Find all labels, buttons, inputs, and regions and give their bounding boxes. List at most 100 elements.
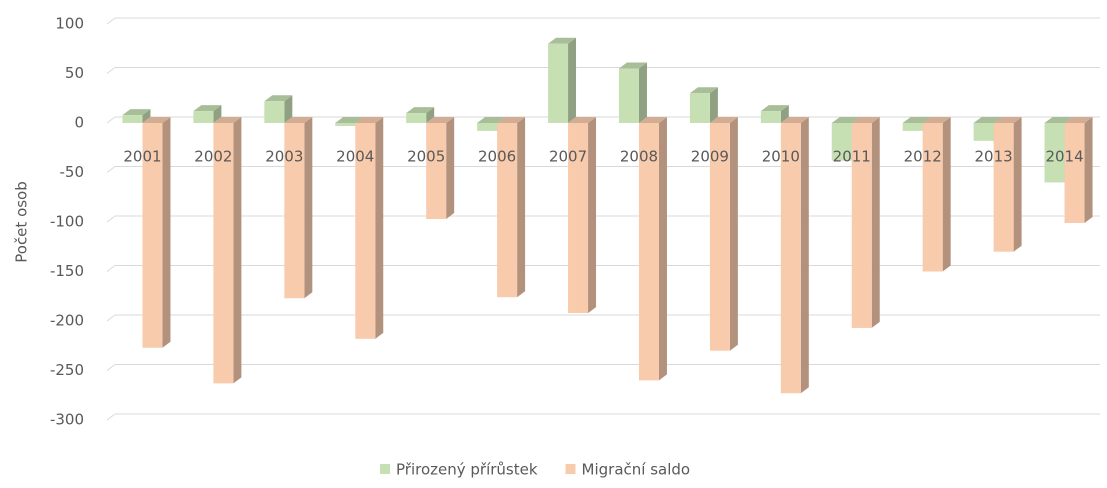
grid-line — [106, 215, 116, 223]
bar-top — [973, 117, 1002, 123]
bar-top — [1064, 117, 1093, 123]
bar — [709, 123, 730, 351]
x-tick-label: 2011 — [833, 148, 871, 166]
bar-side — [1084, 117, 1093, 223]
y-tick-label: -50 — [60, 163, 85, 181]
bar-side — [517, 117, 526, 298]
bar-side — [871, 117, 880, 328]
grid-line — [106, 116, 116, 124]
y-tick-label: 100 — [55, 15, 84, 33]
bar-side — [304, 117, 313, 299]
x-tick-label: 2014 — [1045, 148, 1083, 166]
y-tick-label: -250 — [50, 361, 84, 379]
x-tick-label: 2007 — [549, 148, 587, 166]
grid-line — [106, 67, 116, 74]
bar-top — [689, 87, 718, 94]
bar — [568, 123, 589, 314]
bar-side — [162, 117, 171, 348]
bar — [497, 123, 518, 298]
bar-side — [588, 117, 597, 314]
bar-top — [902, 117, 931, 123]
bar — [355, 123, 376, 339]
bar-top — [355, 117, 384, 123]
bar-top — [831, 117, 860, 123]
bar-top — [760, 105, 789, 112]
x-tick-label: 2005 — [407, 148, 445, 166]
bar — [973, 123, 994, 141]
bar-top — [142, 117, 171, 123]
bar-top — [193, 105, 222, 112]
bar — [902, 123, 923, 131]
bar-top — [851, 117, 880, 123]
bar — [122, 115, 143, 123]
x-tick-label: 2008 — [620, 148, 658, 166]
grid-line — [106, 17, 116, 25]
grid-line — [106, 166, 116, 173]
grid-line — [106, 413, 116, 421]
bar-top — [264, 95, 293, 102]
bar — [922, 123, 943, 272]
bar — [193, 111, 214, 123]
bar — [760, 111, 781, 123]
x-tick-label: 2001 — [123, 148, 161, 166]
bar-top — [335, 117, 364, 123]
y-axis-title: Počet osob — [13, 181, 31, 263]
bar-top — [426, 117, 455, 123]
legend-swatch — [565, 464, 576, 474]
x-tick-label: 2006 — [478, 148, 516, 166]
bar — [477, 123, 498, 131]
x-tick-label: 2003 — [265, 148, 303, 166]
bar-side — [709, 87, 718, 123]
grid-line — [106, 364, 116, 371]
bar-side — [426, 107, 435, 123]
legend-label: Migrační saldo — [582, 461, 691, 479]
bar — [618, 68, 639, 123]
bar-side — [446, 117, 455, 220]
bar — [831, 123, 852, 161]
bar-side — [568, 37, 577, 123]
bar-side — [800, 117, 809, 394]
bar-side — [233, 117, 242, 384]
bar-top — [780, 117, 809, 123]
x-tick-label: 2004 — [336, 148, 374, 166]
bar-side — [658, 117, 667, 381]
bar-top — [618, 62, 647, 69]
bar-top — [406, 107, 435, 114]
bar-side — [284, 95, 293, 123]
grid-line — [106, 265, 116, 272]
bar — [142, 123, 163, 348]
bar — [264, 101, 285, 123]
bar — [1064, 123, 1085, 223]
bar-side — [213, 105, 222, 123]
bar-top — [638, 117, 667, 123]
bar-side — [1013, 117, 1022, 252]
bar-side — [729, 117, 738, 351]
bar-top — [993, 117, 1022, 123]
bar-side — [638, 62, 647, 123]
bar-top — [477, 117, 506, 123]
bar — [1044, 123, 1065, 183]
y-tick-label: -100 — [50, 213, 84, 231]
bar — [548, 43, 569, 123]
y-tick-label: -300 — [50, 411, 84, 429]
bar — [406, 113, 427, 123]
bar-top — [1044, 117, 1073, 123]
y-tick-label: -150 — [50, 262, 84, 280]
y-tick-label: 50 — [65, 64, 84, 82]
bar — [780, 123, 801, 394]
bar-side — [142, 109, 151, 123]
x-tick-label: 2010 — [762, 148, 800, 166]
x-tick-label: 2013 — [975, 148, 1013, 166]
bar-side — [375, 117, 384, 339]
y-tick-label: -200 — [50, 312, 84, 330]
bar-top — [284, 117, 313, 123]
bar — [426, 123, 447, 220]
bar — [689, 93, 710, 123]
bar-top — [122, 109, 151, 116]
bar — [284, 123, 305, 299]
x-tick-label: 2012 — [904, 148, 942, 166]
bar-top — [568, 117, 597, 123]
y-tick-label: 0 — [74, 114, 84, 132]
bar — [993, 123, 1014, 252]
